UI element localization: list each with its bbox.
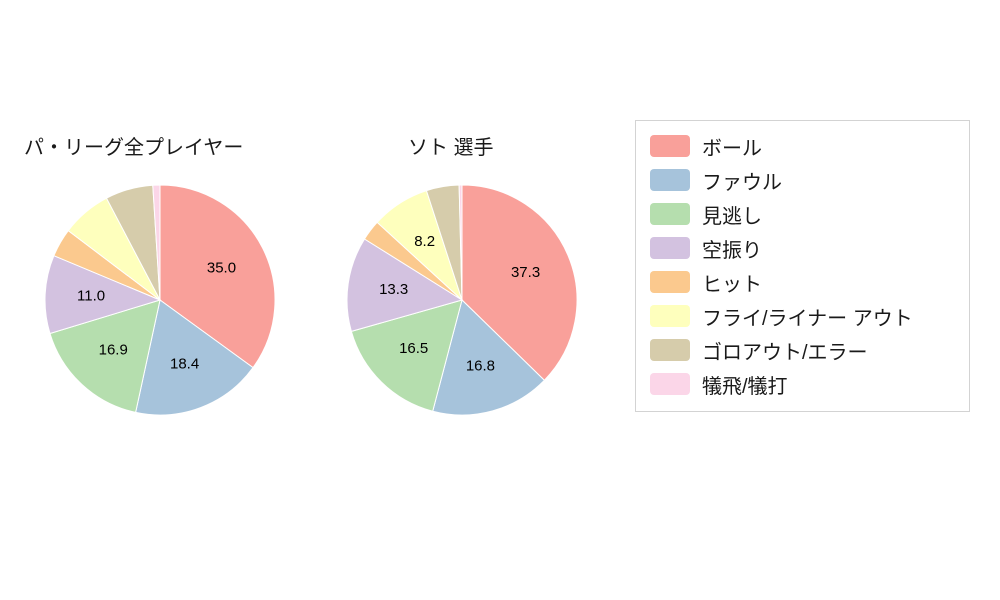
pie-slice-ball <box>159 184 276 369</box>
legend-item-hit: ヒット <box>636 265 969 299</box>
legend-label-hit: ヒット <box>702 273 762 296</box>
legend-swatch-fly-liner-out <box>650 305 690 327</box>
legend-label-fly-liner-out: フライ/ライナー アウト <box>702 307 913 330</box>
legend-item-ball: ボール <box>636 129 969 163</box>
pie-value-label-fly-liner-out: 8.2 <box>414 233 435 250</box>
pie-slice-sacrifice <box>152 184 161 301</box>
legend-item-swinging-strike: 空振り <box>636 231 969 265</box>
pie-value-label-foul: 18.4 <box>170 355 199 372</box>
legend-item-fly-liner-out: フライ/ライナー アウト <box>636 299 969 333</box>
legend-label-ball: ボール <box>702 137 762 160</box>
right-chart-title: ソト 選手 <box>408 137 494 159</box>
legend-swatch-foul <box>650 169 690 191</box>
legend-swatch-swinging-strike <box>650 237 690 259</box>
pie-value-label-called-strike: 16.9 <box>99 342 128 359</box>
pie-value-label-swinging-strike: 11.0 <box>77 287 105 304</box>
legend-swatch-called-strike <box>650 203 690 225</box>
pie-slice-foul <box>432 299 546 416</box>
legend-label-foul: ファウル <box>702 171 782 194</box>
left-pie-chart: 35.0 18.4 16.9 11.0 <box>44 184 276 416</box>
left-chart-title: パ・リーグ全プレイヤー <box>24 137 244 159</box>
legend-item-foul: ファウル <box>636 163 969 197</box>
legend-label-swinging-strike: 空振り <box>702 239 762 262</box>
pie-value-label-called-strike: 16.5 <box>399 340 428 357</box>
legend-swatch-ball <box>650 135 690 157</box>
legend-swatch-hit <box>650 271 690 293</box>
legend-swatch-sacrifice <box>650 373 690 395</box>
pie-slice-called-strike <box>350 299 463 412</box>
pie-value-label-ball: 35.0 <box>207 260 236 277</box>
legend-label-sacrifice: 犠飛/犠打 <box>702 375 788 398</box>
pie-value-label-swinging-strike: 13.3 <box>379 281 408 298</box>
legend-label-called-strike: 見逃し <box>702 205 762 228</box>
legend-item-ground-out-error: ゴロアウト/エラー <box>636 333 969 367</box>
pie-slice-swinging-strike <box>44 255 162 335</box>
pie-value-label-foul: 16.8 <box>466 357 495 374</box>
legend-item-called-strike: 見逃し <box>636 197 969 231</box>
pie-slice-sacrifice <box>458 184 463 301</box>
pie-slice-ball <box>461 184 578 381</box>
legend-label-ground-out-error: ゴロアウト/エラー <box>702 341 868 364</box>
pie-slice-foul <box>135 299 254 416</box>
legend-item-sacrifice: 犠飛/犠打 <box>636 367 969 401</box>
pie-value-label-ball: 37.3 <box>511 264 540 281</box>
legend: ボール ファウル 見逃し 空振り ヒット フライ/ライナー アウト ゴロアウト/… <box>635 120 970 412</box>
legend-swatch-ground-out-error <box>650 339 690 361</box>
right-pie-chart: 37.3 16.8 16.5 13.3 8.2 <box>346 184 578 416</box>
pie-slice-called-strike <box>49 299 161 413</box>
pie-slice-swinging-strike <box>346 238 464 333</box>
